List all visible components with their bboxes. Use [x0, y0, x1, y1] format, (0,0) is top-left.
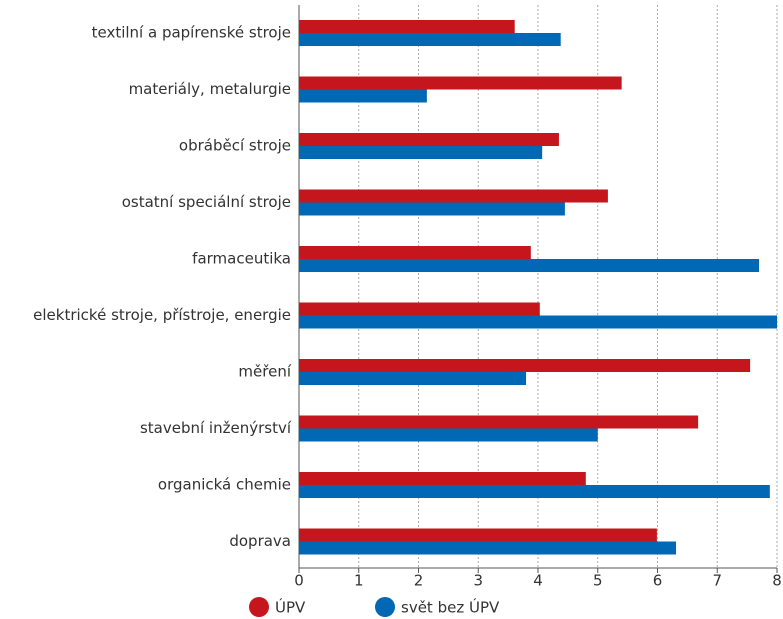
legend-swatch [249, 597, 269, 617]
bar [299, 146, 543, 159]
legend-swatch [375, 597, 395, 617]
bar [299, 33, 561, 46]
bar [299, 359, 751, 372]
y-tick-label: materiály, metalurgie [129, 80, 291, 98]
y-tick-label: ostatní speciální stroje [122, 193, 291, 211]
x-tick-label: 6 [653, 572, 663, 590]
bar [299, 246, 531, 259]
y-tick-label: farmaceutika [192, 250, 291, 268]
bar [299, 202, 565, 216]
x-tick-label: 3 [473, 572, 483, 590]
bar [299, 259, 760, 272]
bar [299, 372, 527, 385]
y-tick-label: obráběcí stroje [179, 137, 291, 155]
y-tick-label: měření [238, 363, 291, 381]
y-tick-label: stavební inženýrství [140, 419, 292, 437]
bar [299, 76, 622, 90]
legend-label: svět bez ÚPV [401, 598, 500, 617]
x-tick-label: 1 [354, 572, 364, 590]
bar [299, 541, 677, 555]
x-tick-label: 2 [414, 572, 424, 590]
y-tick-label: organická chemie [158, 476, 291, 494]
x-tick-label: 7 [712, 572, 722, 590]
bar [299, 528, 657, 542]
legend-label: ÚPV [275, 598, 306, 617]
bar [299, 89, 427, 103]
x-tick-label: 8 [772, 572, 782, 590]
bar [299, 189, 608, 203]
y-tick-label: elektrické stroje, přístroje, energie [33, 306, 291, 324]
x-tick-label: 5 [593, 572, 603, 590]
x-tick-label: 4 [533, 572, 543, 590]
bar [299, 428, 598, 442]
bar [299, 472, 586, 485]
bar [299, 133, 559, 146]
bar [299, 302, 540, 316]
y-tick-label: textilní a papírenské stroje [92, 24, 291, 42]
bar [299, 485, 770, 498]
x-tick-label: 0 [294, 572, 304, 590]
bar [299, 415, 699, 429]
bar [299, 20, 515, 33]
bar [299, 315, 777, 329]
y-tick-label: doprava [229, 532, 291, 550]
